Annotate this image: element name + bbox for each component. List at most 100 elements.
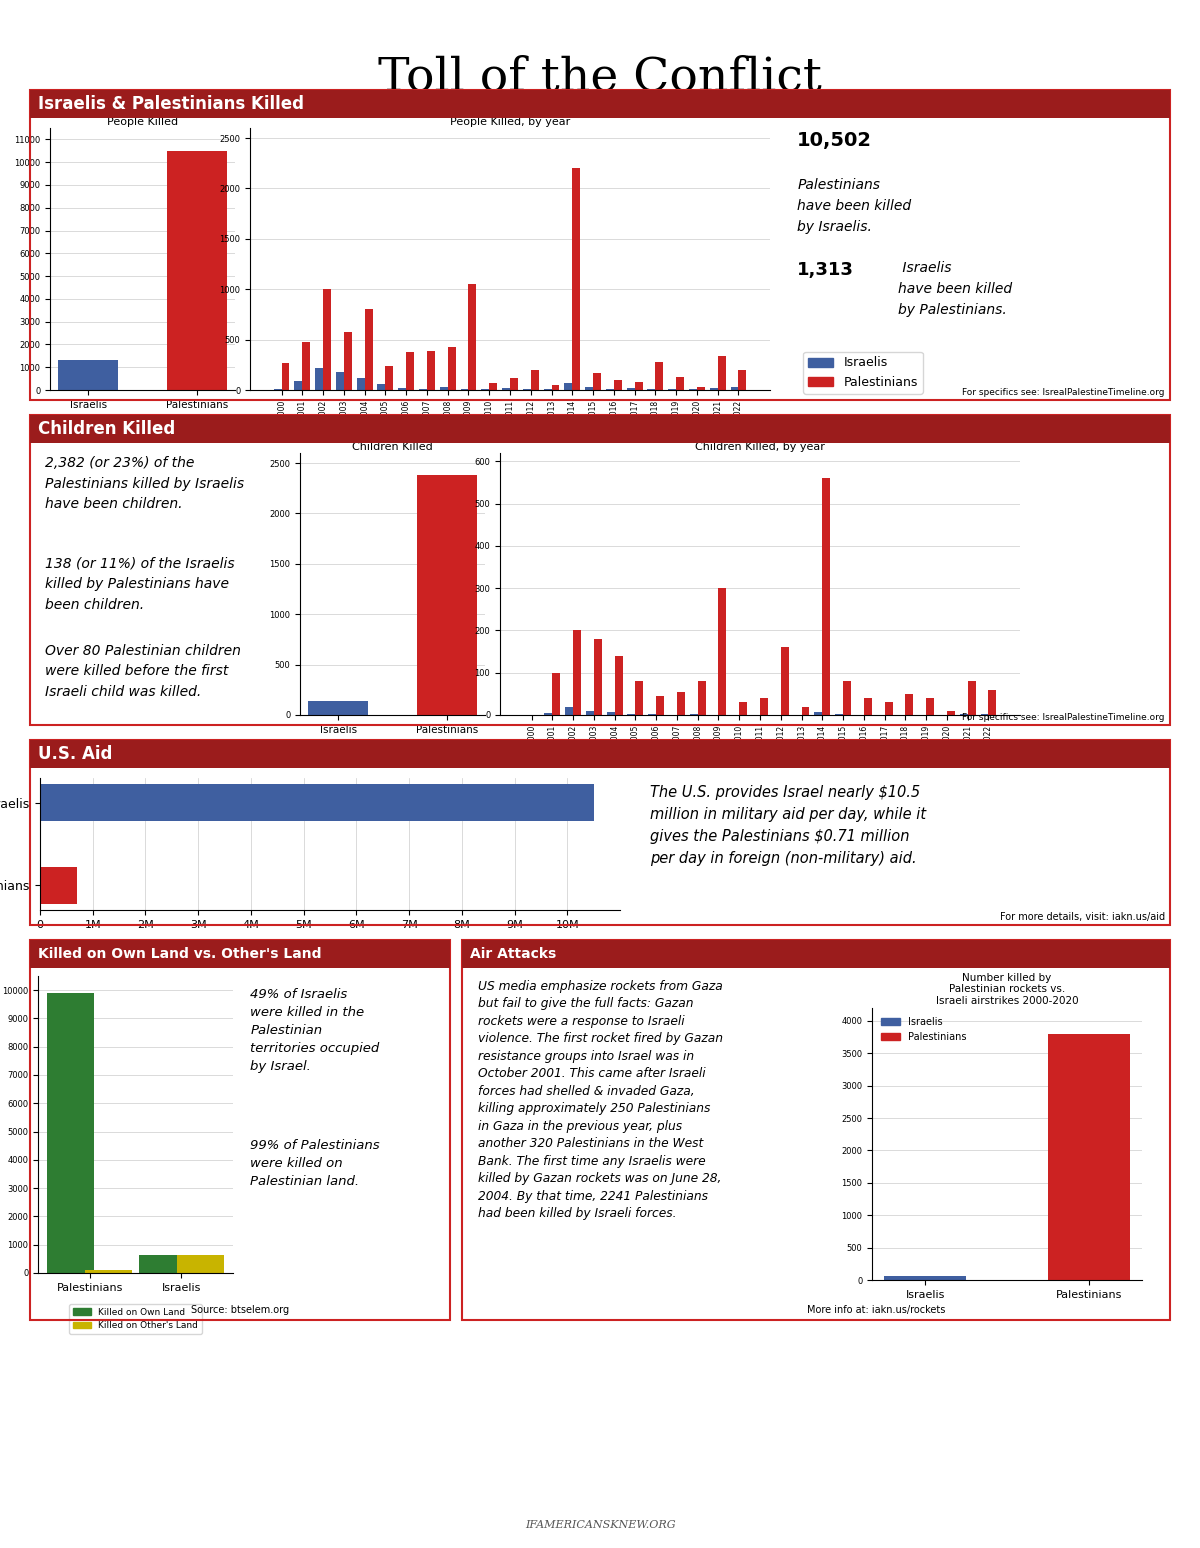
Text: Israelis
have been killed
by Palestinians.: Israelis have been killed by Palestinian… bbox=[898, 262, 1012, 317]
Text: 10,502: 10,502 bbox=[797, 132, 872, 150]
Legend: Israelis, Palestinians: Israelis, Palestinians bbox=[877, 1012, 971, 1045]
Bar bbox=[1048, 1034, 1129, 1280]
Bar bbox=[167, 150, 227, 390]
Text: IFAMERICANSKNEW.ORG: IFAMERICANSKNEW.ORG bbox=[524, 1520, 676, 1529]
Text: For specifics see: IsrealPalestineTimeline.org: For specifics see: IsrealPalestineTimeli… bbox=[962, 389, 1165, 396]
Bar bbox=[427, 351, 434, 390]
Bar bbox=[378, 384, 385, 390]
Text: More info at: iakn.us/rockets: More info at: iakn.us/rockets bbox=[806, 1305, 946, 1314]
Bar bbox=[565, 706, 574, 715]
Bar bbox=[635, 382, 642, 390]
Bar bbox=[564, 382, 572, 390]
Bar bbox=[710, 389, 718, 390]
Text: 49% of Israelis
were killed in the
Palestinian
territories occupied
by Israel.: 49% of Israelis were killed in the Pales… bbox=[251, 988, 379, 1073]
Bar bbox=[336, 372, 344, 390]
Text: U.S. Aid: U.S. Aid bbox=[38, 745, 113, 763]
Bar bbox=[574, 630, 581, 715]
Title: Number killed by
Palestinian rockets vs.
Israeli airstrikes 2000-2020: Number killed by Palestinian rockets vs.… bbox=[936, 972, 1079, 1006]
Bar bbox=[656, 697, 664, 715]
Bar bbox=[552, 673, 560, 715]
Bar bbox=[302, 342, 310, 390]
Text: Israelis & Palestinians Killed: Israelis & Palestinians Killed bbox=[38, 94, 304, 113]
Bar bbox=[607, 712, 614, 715]
Bar bbox=[884, 1276, 966, 1280]
Bar bbox=[545, 714, 552, 715]
Bar bbox=[802, 706, 810, 715]
Bar bbox=[593, 373, 601, 390]
Bar bbox=[884, 703, 893, 715]
Text: US media emphasize rockets from Gaza
but fail to give the full facts: Gazan
rock: US media emphasize rockets from Gaza but… bbox=[478, 980, 722, 1220]
Legend: Israelis, Palestinians: Israelis, Palestinians bbox=[804, 351, 923, 393]
Bar bbox=[468, 285, 476, 390]
Bar bbox=[439, 387, 448, 390]
Bar bbox=[448, 347, 456, 390]
Bar bbox=[614, 656, 623, 715]
Bar bbox=[905, 694, 913, 715]
Bar bbox=[323, 289, 331, 390]
Bar bbox=[822, 478, 830, 715]
Bar bbox=[308, 701, 368, 715]
Text: For specifics see: IsrealPalestineTimeline.org: For specifics see: IsrealPalestineTimeli… bbox=[962, 714, 1165, 721]
Bar bbox=[738, 370, 746, 390]
Bar bbox=[718, 356, 726, 390]
Bar bbox=[719, 588, 726, 715]
Bar bbox=[385, 365, 394, 390]
Bar bbox=[490, 382, 497, 390]
Bar bbox=[365, 310, 372, 390]
Text: 2,382 (or 23%) of the
Palestinians killed by Israelis
have been children.: 2,382 (or 23%) of the Palestinians kille… bbox=[46, 457, 245, 511]
Bar bbox=[40, 867, 78, 904]
Bar bbox=[844, 681, 851, 715]
Bar bbox=[926, 698, 934, 715]
Bar bbox=[731, 387, 738, 390]
Bar bbox=[864, 698, 871, 715]
Text: Children Killed: Children Killed bbox=[38, 420, 175, 438]
Title: People Killed, by year: People Killed, by year bbox=[450, 118, 570, 127]
Bar bbox=[947, 711, 955, 715]
Bar bbox=[760, 698, 768, 715]
Bar bbox=[406, 351, 414, 390]
Text: Killed on Own Land vs. Other's Land: Killed on Own Land vs. Other's Land bbox=[38, 947, 322, 961]
Bar bbox=[697, 681, 706, 715]
Bar bbox=[178, 1255, 224, 1272]
Bar bbox=[398, 389, 406, 390]
Bar bbox=[416, 475, 476, 715]
Text: For more details, visit: iakn.us/aid: For more details, visit: iakn.us/aid bbox=[1000, 912, 1165, 923]
Bar bbox=[59, 361, 118, 390]
Bar bbox=[739, 703, 748, 715]
Text: 138 (or 11%) of the Israelis
killed by Palestinians have
been children.: 138 (or 11%) of the Israelis killed by P… bbox=[46, 557, 235, 611]
Bar bbox=[697, 387, 704, 390]
Text: Palestinians
have been killed
by Israelis.: Palestinians have been killed by Israeli… bbox=[797, 178, 911, 234]
Bar bbox=[344, 331, 352, 390]
Bar bbox=[594, 639, 601, 715]
Bar bbox=[614, 379, 622, 390]
Text: 1,313: 1,313 bbox=[797, 262, 854, 280]
Bar bbox=[967, 681, 976, 715]
Text: Toll of the Conflict: Toll of the Conflict bbox=[378, 56, 822, 101]
Title: People Killed: People Killed bbox=[107, 118, 178, 127]
Bar bbox=[676, 378, 684, 390]
Bar bbox=[139, 1255, 186, 1272]
Bar bbox=[815, 712, 822, 715]
Bar bbox=[40, 783, 594, 822]
Title: Children Killed, by year: Children Killed, by year bbox=[695, 443, 824, 452]
Text: The U.S. provides Israel nearly $10.5
million in military aid per day, while it
: The U.S. provides Israel nearly $10.5 mi… bbox=[650, 785, 926, 867]
Bar bbox=[586, 387, 593, 390]
Bar bbox=[294, 381, 302, 390]
Bar bbox=[356, 378, 365, 390]
Bar bbox=[655, 362, 664, 390]
Text: Source: btselem.org: Source: btselem.org bbox=[191, 1305, 289, 1314]
Bar bbox=[989, 690, 996, 715]
Bar bbox=[85, 1271, 132, 1272]
Text: Air Attacks: Air Attacks bbox=[470, 947, 557, 961]
Text: Over 80 Palestinian children
were killed before the first
Israeli child was kill: Over 80 Palestinian children were killed… bbox=[46, 644, 241, 700]
Bar bbox=[510, 378, 518, 390]
Title: Children Killed: Children Killed bbox=[352, 443, 433, 452]
Bar bbox=[677, 692, 685, 715]
Bar bbox=[781, 647, 788, 715]
Bar bbox=[316, 368, 323, 390]
Bar bbox=[282, 362, 289, 390]
Legend: Killed on Own Land, Killed on Other's Land: Killed on Own Land, Killed on Other's La… bbox=[70, 1303, 202, 1334]
Bar bbox=[586, 711, 594, 715]
Bar bbox=[552, 385, 559, 390]
Bar bbox=[47, 992, 94, 1272]
